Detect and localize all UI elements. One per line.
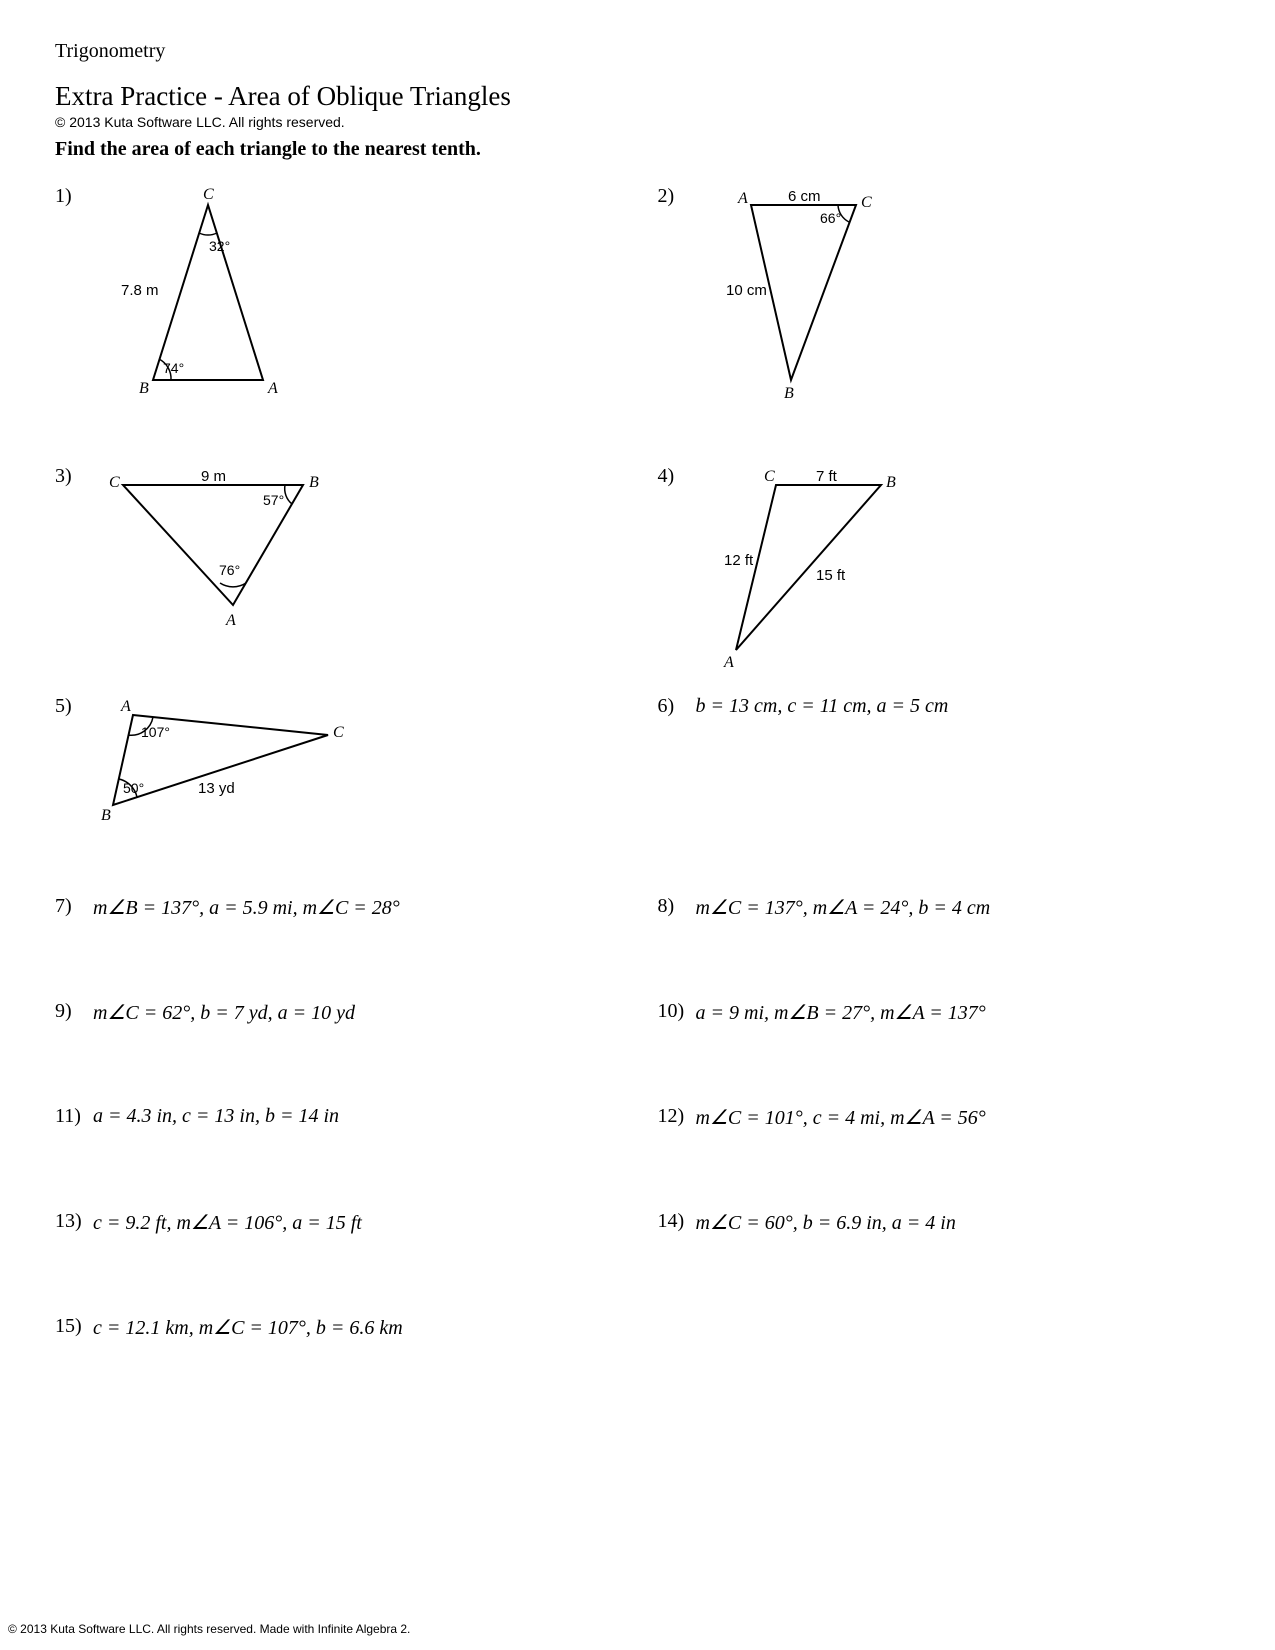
- svg-text:B: B: [309, 474, 319, 491]
- svg-text:6 cm: 6 cm: [788, 188, 821, 205]
- copyright-line: © 2013 Kuta Software LLC. All rights res…: [55, 114, 1220, 130]
- problem-number: 3): [55, 465, 83, 488]
- problem-text: m∠C = 101°, c = 4 mi, m∠A = 56°: [696, 1105, 986, 1130]
- problem-11: 11) a = 4.3 in, c = 13 in, b = 14 in: [55, 1105, 618, 1210]
- svg-text:A: A: [225, 612, 236, 629]
- problem-12: 12) m∠C = 101°, c = 4 mi, m∠A = 56°: [658, 1105, 1221, 1210]
- svg-text:66°: 66°: [820, 210, 841, 226]
- problem-number: 6): [658, 695, 686, 718]
- svg-text:B: B: [101, 807, 111, 824]
- diagram-3: C B A 9 m 57° 76°: [93, 465, 353, 655]
- instruction-text: Find the area of each triangle to the ne…: [55, 138, 1220, 161]
- problem-text: m∠C = 62°, b = 7 yd, a = 10 yd: [93, 1000, 355, 1025]
- svg-text:107°: 107°: [141, 724, 170, 740]
- problem-text: m∠B = 137°, a = 5.9 mi, m∠C = 28°: [93, 895, 400, 920]
- svg-text:74°: 74°: [163, 360, 184, 376]
- svg-text:C: C: [203, 186, 214, 203]
- svg-text:32°: 32°: [209, 238, 230, 254]
- svg-text:C: C: [333, 724, 344, 741]
- svg-text:10 cm: 10 cm: [726, 282, 767, 299]
- svg-text:C: C: [861, 194, 872, 211]
- problem-14: 14) m∠C = 60°, b = 6.9 in, a = 4 in: [658, 1210, 1221, 1315]
- problem-number: 7): [55, 895, 83, 918]
- problem-number: 5): [55, 695, 83, 718]
- problem-number: 2): [658, 185, 686, 208]
- problem-number: 13): [55, 1210, 83, 1233]
- problem-text: b = 13 cm, c = 11 cm, a = 5 cm: [696, 695, 949, 718]
- problem-number: 14): [658, 1210, 686, 1233]
- footer-copyright: © 2013 Kuta Software LLC. All rights res…: [8, 1622, 410, 1636]
- svg-text:A: A: [120, 698, 131, 715]
- problem-13: 13) c = 9.2 ft, m∠A = 106°, a = 15 ft: [55, 1210, 618, 1315]
- problem-3: 3) C B A 9 m 57° 76°: [55, 465, 618, 695]
- svg-text:13 yd: 13 yd: [198, 780, 235, 797]
- problem-6: 6) b = 13 cm, c = 11 cm, a = 5 cm: [658, 695, 1221, 895]
- diagram-2: A C B 6 cm 66° 10 cm: [696, 185, 916, 415]
- problem-text: m∠C = 137°, m∠A = 24°, b = 4 cm: [696, 895, 991, 920]
- problem-number: 1): [55, 185, 83, 208]
- problem-text: a = 4.3 in, c = 13 in, b = 14 in: [93, 1105, 339, 1128]
- problem-8: 8) m∠C = 137°, m∠A = 24°, b = 4 cm: [658, 895, 1221, 1000]
- problem-10: 10) a = 9 mi, m∠B = 27°, m∠A = 137°: [658, 1000, 1221, 1105]
- problem-text: c = 9.2 ft, m∠A = 106°, a = 15 ft: [93, 1210, 362, 1235]
- svg-text:C: C: [764, 468, 775, 485]
- svg-text:12 ft: 12 ft: [724, 552, 754, 569]
- page-title: Extra Practice - Area of Oblique Triangl…: [55, 81, 1220, 112]
- svg-text:A: A: [737, 190, 748, 207]
- problem-2: 2) A C B 6 cm 66° 10 cm: [658, 185, 1221, 465]
- problem-7: 7) m∠B = 137°, a = 5.9 mi, m∠C = 28°: [55, 895, 618, 1000]
- svg-text:76°: 76°: [219, 562, 240, 578]
- svg-text:50°: 50°: [123, 780, 144, 796]
- problem-number: 9): [55, 1000, 83, 1023]
- svg-text:7.8 m: 7.8 m: [121, 282, 159, 299]
- subject-heading: Trigonometry: [55, 40, 1220, 63]
- problem-5: 5) A C B 107° 50° 13 yd: [55, 695, 618, 895]
- problem-text: m∠C = 60°, b = 6.9 in, a = 4 in: [696, 1210, 956, 1235]
- problem-grid: 1) C B A 32° 74° 7.8 m 2) A C B: [55, 185, 1220, 1420]
- svg-text:C: C: [109, 474, 120, 491]
- problem-text: c = 12.1 km, m∠C = 107°, b = 6.6 km: [93, 1315, 403, 1340]
- problem-number: 10): [658, 1000, 686, 1023]
- problem-number: 4): [658, 465, 686, 488]
- svg-text:B: B: [139, 380, 149, 397]
- problem-9: 9) m∠C = 62°, b = 7 yd, a = 10 yd: [55, 1000, 618, 1105]
- problem-number: 15): [55, 1315, 83, 1338]
- svg-text:9 m: 9 m: [201, 468, 226, 485]
- svg-text:A: A: [267, 380, 278, 397]
- svg-text:A: A: [723, 654, 734, 671]
- problem-number: 12): [658, 1105, 686, 1128]
- diagram-5: A C B 107° 50° 13 yd: [93, 695, 353, 845]
- diagram-1: C B A 32° 74° 7.8 m: [93, 185, 313, 415]
- svg-text:57°: 57°: [263, 492, 284, 508]
- problem-15: 15) c = 12.1 km, m∠C = 107°, b = 6.6 km: [55, 1315, 618, 1420]
- problem-text: a = 9 mi, m∠B = 27°, m∠A = 137°: [696, 1000, 986, 1025]
- problem-1: 1) C B A 32° 74° 7.8 m: [55, 185, 618, 465]
- problem-number: 8): [658, 895, 686, 918]
- svg-text:7 ft: 7 ft: [816, 468, 838, 485]
- svg-text:15 ft: 15 ft: [816, 567, 846, 584]
- svg-text:B: B: [784, 385, 794, 402]
- svg-text:B: B: [886, 474, 896, 491]
- diagram-4: C B A 7 ft 12 ft 15 ft: [696, 465, 936, 675]
- problem-4: 4) C B A 7 ft 12 ft 15 ft: [658, 465, 1221, 695]
- problem-number: 11): [55, 1105, 83, 1128]
